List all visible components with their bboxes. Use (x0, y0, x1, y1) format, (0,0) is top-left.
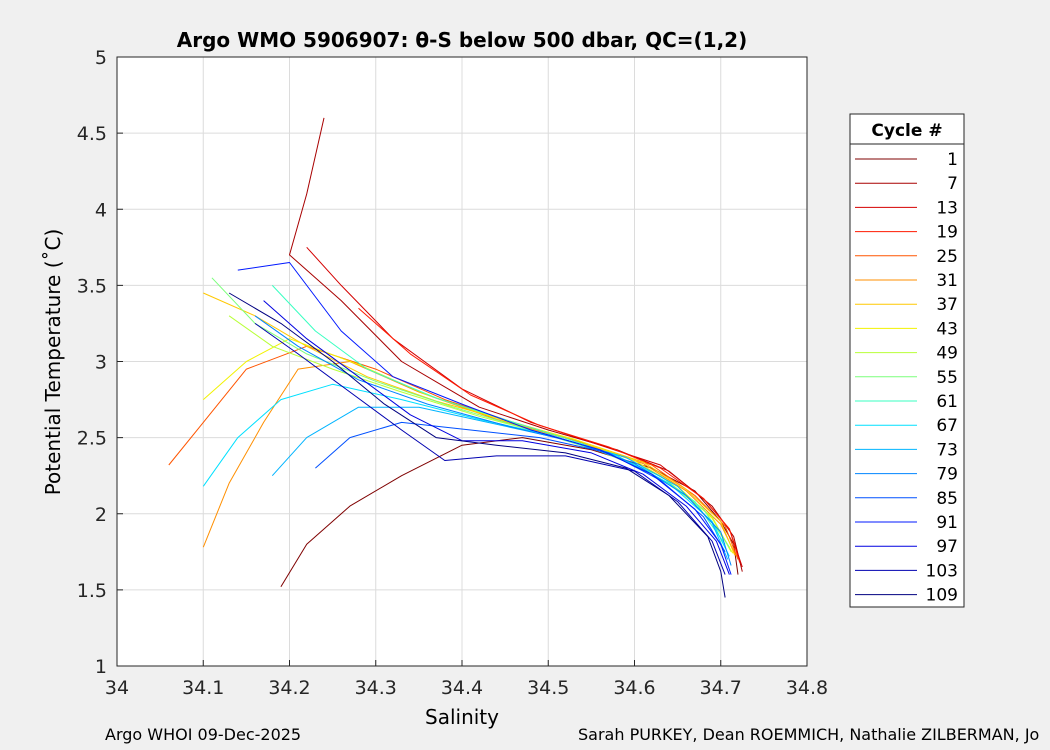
series-line-cycle-79 (254, 315, 732, 566)
footer-credit-left: Argo WHOI 09-Dec-2025 (105, 725, 302, 744)
legend-label-cycle-55: 55 (936, 368, 958, 388)
legend-label-cycle-13: 13 (936, 198, 958, 218)
x-tick-label: 34.3 (355, 677, 397, 699)
series-line-cycle-97 (263, 300, 730, 575)
y-ticks: 1 1.5 2 2.5 3 3.5 4 4.5 5 (77, 47, 123, 678)
y-tick-label: 4 (95, 199, 107, 221)
legend-box (849, 113, 965, 608)
y-tick-label: 4.5 (77, 123, 107, 145)
legend-label-cycle-7: 7 (947, 174, 958, 194)
y-tick-label: 2.5 (77, 428, 107, 450)
legend-label-cycle-61: 61 (936, 392, 958, 412)
series-layer (168, 117, 743, 598)
series-line-cycle-19 (358, 307, 741, 563)
series-line-cycle-67 (202, 383, 730, 557)
legend-label-cycle-97: 97 (936, 537, 958, 557)
legend-label-cycle-19: 19 (936, 223, 958, 243)
legend-label-cycle-73: 73 (936, 440, 958, 460)
footer-credit-right: Sarah PURKEY, Dean ROEMMICH, Nathalie ZI… (578, 725, 1040, 744)
legend-items: 1 7 13 19 25 31 37 43 49 55 61 67 73 79 85 91 97 103 109 (855, 150, 958, 606)
series-line-cycle-103 (254, 322, 726, 575)
series-line-cycle-43 (202, 338, 734, 554)
x-axis-label: Salinity (425, 705, 499, 729)
legend-label-cycle-79: 79 (936, 465, 958, 485)
series-line-cycle-7 (289, 117, 743, 572)
series-line-cycle-31 (202, 361, 737, 557)
x-tick-label: 34 (105, 677, 129, 699)
x-tick-label: 34.8 (786, 677, 828, 699)
legend-label-cycle-37: 37 (936, 295, 958, 315)
x-tick-label: 34.2 (268, 677, 310, 699)
legend-label-cycle-25: 25 (936, 247, 958, 267)
legend-label-cycle-91: 91 (936, 513, 958, 533)
x-ticks: 34 34.1 34.2 34.3 34.4 34.5 34.6 34.7 34.8 (105, 660, 828, 699)
x-tick-label: 34.5 (527, 677, 569, 699)
y-tick-label: 2 (95, 504, 107, 526)
legend-label-cycle-31: 31 (936, 271, 958, 291)
y-tick-label: 1 (95, 656, 107, 678)
legend-title: Cycle # (871, 121, 942, 141)
y-tick-label: 3.5 (77, 275, 107, 297)
x-tick-label: 34.6 (613, 677, 655, 699)
legend: Cycle # 1 7 13 19 25 31 37 43 49 55 61 67 73 79 85 91 97… (849, 113, 965, 608)
x-tick-label: 34.4 (441, 677, 483, 699)
series-line-cycle-1 (280, 437, 739, 588)
legend-label-cycle-49: 49 (936, 344, 958, 364)
legend-label-cycle-67: 67 (936, 416, 958, 436)
legend-label-cycle-1: 1 (947, 150, 958, 170)
legend-label-cycle-109: 109 (926, 586, 958, 606)
legend-label-cycle-43: 43 (936, 319, 958, 339)
y-tick-label: 1.5 (77, 580, 107, 602)
x-tick-label: 34.7 (700, 677, 742, 699)
y-tick-label: 3 (95, 352, 107, 374)
legend-label-cycle-85: 85 (936, 489, 958, 509)
series-line-cycle-91 (237, 262, 732, 575)
x-tick-label: 34.1 (182, 677, 224, 699)
series-line-cycle-109 (228, 292, 726, 598)
y-axis-label: Potential Temperature (˚C) (41, 229, 65, 496)
y-tick-label: 5 (95, 47, 107, 69)
legend-label-cycle-103: 103 (926, 561, 958, 581)
chart-title: Argo WMO 5906907: θ-S below 500 dbar, QC… (177, 28, 747, 52)
